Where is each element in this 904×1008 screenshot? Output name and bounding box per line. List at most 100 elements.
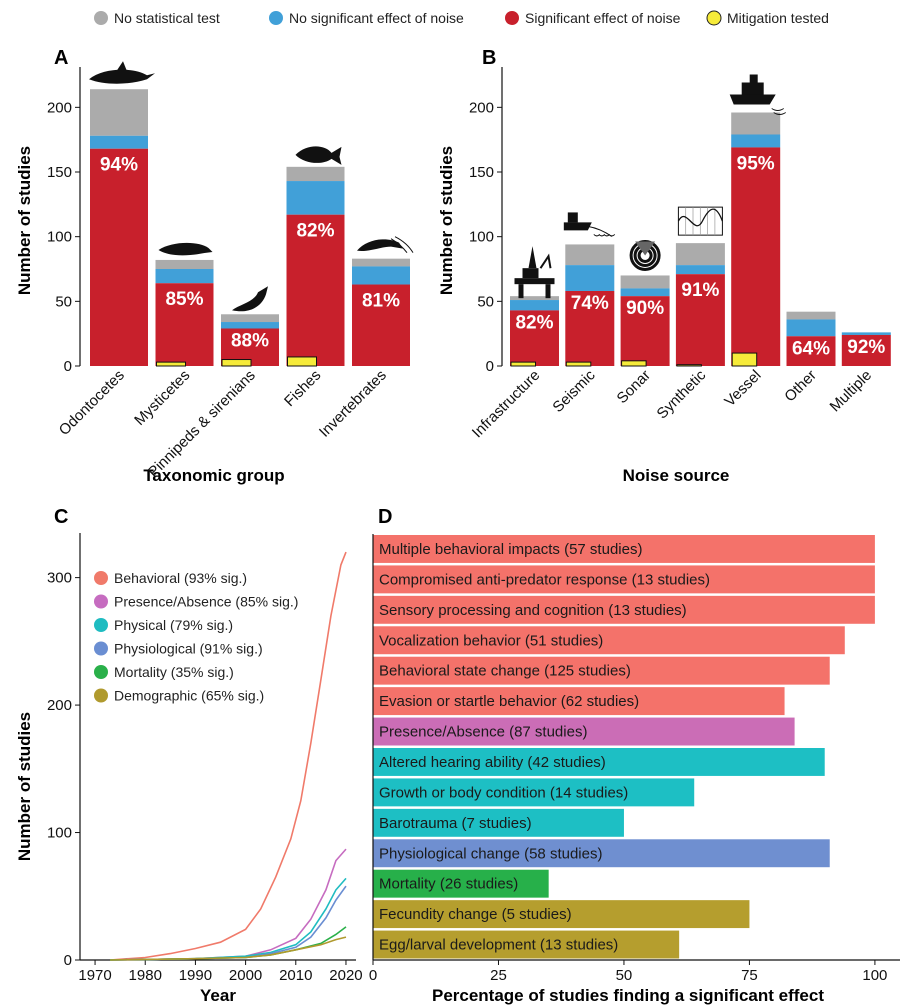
legend-label-demographic: Demographic (65% sig.) [114, 688, 264, 704]
hbar-label: Physiological change (58 studies) [379, 845, 602, 862]
legend-label-no-sig: No significant effect of noise [289, 10, 464, 26]
y-tick-label: 150 [469, 164, 494, 181]
bar-segment-sig [565, 290, 615, 366]
legend-label-sig: Significant effect of noise [525, 10, 681, 26]
vessel-icon [729, 74, 786, 116]
bar-segment-no-test [90, 89, 148, 136]
x-tick-label: 2010 [279, 967, 312, 984]
bar-segment-sig [90, 148, 148, 366]
bar-mysticetes: 85% [155, 259, 214, 367]
legend-marker-behavioral [94, 571, 108, 585]
bar-segment-no-sig [510, 300, 559, 311]
y-tick-label: 200 [469, 99, 494, 116]
legend-label-mitigation: Mitigation tested [727, 10, 829, 26]
bar-sonar: 90% [620, 275, 670, 367]
legend-marker-physical [94, 618, 108, 632]
bar-segment-sig [510, 310, 559, 366]
y-tick-label: 100 [47, 229, 72, 246]
bar-pinnipeds-sirenians: 88% [221, 314, 279, 367]
y-tick-label: 100 [47, 825, 72, 842]
x-tick-label: 2000 [229, 967, 262, 984]
bar-percent-label: 95% [737, 153, 775, 174]
hbar-label: Altered hearing ability (42 studies) [379, 754, 606, 771]
panel-d-horizontal-bar-chart: Multiple behavioral impacts (57 studies)… [369, 534, 900, 1005]
hbar-physiological-change: Physiological change (58 studies) [373, 839, 830, 868]
legend-marker-presence-absence [94, 594, 108, 609]
legend-marker-mitigation [706, 10, 722, 26]
legend-marker-physiological [94, 641, 108, 656]
hbar-behavioral-state-change: Behavioral state change (125 studies) [373, 656, 830, 685]
bar-percent-label: 91% [681, 280, 719, 301]
bar-synthetic: 91% [675, 243, 725, 367]
top-legend: No statistical test No significant effec… [94, 10, 829, 26]
legend-label-mortality: Mortality (35% sig.) [114, 664, 234, 680]
hbar-vocalization-behavior: Vocalization behavior (51 studies) [373, 626, 845, 655]
bar-segment-no-test [352, 258, 410, 267]
bar-segment-no-test [786, 311, 836, 320]
hbar-label: Growth or body condition (14 studies) [379, 784, 628, 801]
fish-icon [295, 146, 342, 165]
bar-segment-sig [786, 336, 836, 366]
hbar-label: Vocalization behavior (51 studies) [379, 632, 603, 649]
hbar-rect [373, 687, 785, 716]
hbar-label: Multiple behavioral impacts (57 studies) [379, 541, 642, 558]
y-tick-label: 200 [47, 99, 72, 116]
bar-percent-label: 64% [792, 338, 830, 359]
hbar-presence-absence: Presence/Absence (87 studies) [373, 717, 795, 746]
hbar-rect [373, 839, 830, 868]
series-line-behavioral [110, 551, 347, 961]
y-tick-label: 100 [469, 229, 494, 246]
x-tick-label: Sonar [614, 367, 654, 407]
x-tick-label: 0 [369, 967, 377, 984]
seal-icon [232, 286, 268, 312]
bar-segment-mitigation [156, 361, 186, 367]
bar-segment-mitigation [676, 364, 702, 367]
bar-segment-sig [620, 296, 670, 366]
hbar-sensory-processing-and-cognition: Sensory processing and cognition (13 stu… [373, 595, 875, 624]
bar-other: 64% [786, 311, 836, 366]
bar-segment-sig [155, 283, 214, 366]
bar-segment-no-sig [352, 266, 410, 285]
legend-marker-mortality [94, 665, 108, 679]
x-axis-title: Taxonomic group [143, 466, 284, 485]
panel-a-letter: A [54, 47, 68, 69]
hbar-mortality: Mortality (26 studies) [373, 869, 549, 898]
hbar-rect [373, 748, 825, 776]
bar-segment-no-test [731, 112, 781, 135]
series-line-presence-absence [110, 848, 347, 961]
x-tick-label: 1990 [179, 967, 212, 984]
bar-percent-label: 81% [362, 291, 400, 312]
legend-label-no-test: No statistical test [114, 10, 220, 26]
panel-c-line-chart: 0 100 200 300 1970 1980 1990 2000 2010 2020 Number… [15, 533, 363, 1005]
panel-a-stacked-bar-chart: 0 50 100 150 200 Number of studies Taxonomic g… [15, 61, 414, 485]
x-tick-label: 100 [862, 967, 887, 984]
panel-b-stacked-bar-chart: 0 50 100 150 200 Number of studies Noise sourc… [437, 67, 891, 485]
hbar-barotrauma: Barotrauma (7 studies) [373, 808, 624, 837]
bar-segment-no-test [286, 166, 345, 182]
bar-segment-no-test [620, 275, 670, 289]
x-tick-label: Fishes [281, 367, 324, 410]
x-tick-label: Synthetic [654, 366, 710, 422]
bar-segment-no-sig [221, 322, 279, 329]
bar-segment-sig [675, 274, 725, 366]
x-tick-label: Other [781, 367, 820, 406]
series-line-physiological [110, 885, 347, 961]
legend-label-behavioral: Behavioral (93% sig.) [114, 570, 247, 586]
legend-marker-sig [505, 11, 519, 25]
legend-label-presence-absence: Presence/Absence (85% sig.) [114, 594, 298, 610]
hbar-rect [373, 778, 695, 807]
hbar-rect [373, 595, 875, 624]
bar-percent-label: 92% [847, 337, 885, 358]
hbar-fecundity-change: Fecundity change (5 studies) [373, 900, 750, 929]
bar-percent-label: 74% [571, 293, 609, 314]
panel-c-letter: C [54, 506, 68, 528]
x-tick-label: Mysticetes [131, 367, 193, 429]
x-tick-label: Pinnipeds & sirenians [145, 367, 259, 481]
bar-invertebrates: 81% [352, 258, 410, 366]
bar-segment-sig [352, 284, 410, 366]
bar-segment-no-sig [286, 181, 345, 215]
bar-segment-no-test [221, 314, 279, 323]
waveform-icon [677, 206, 724, 236]
x-tick-label: Odontocetes [56, 367, 128, 439]
hbar-rect [373, 535, 875, 563]
